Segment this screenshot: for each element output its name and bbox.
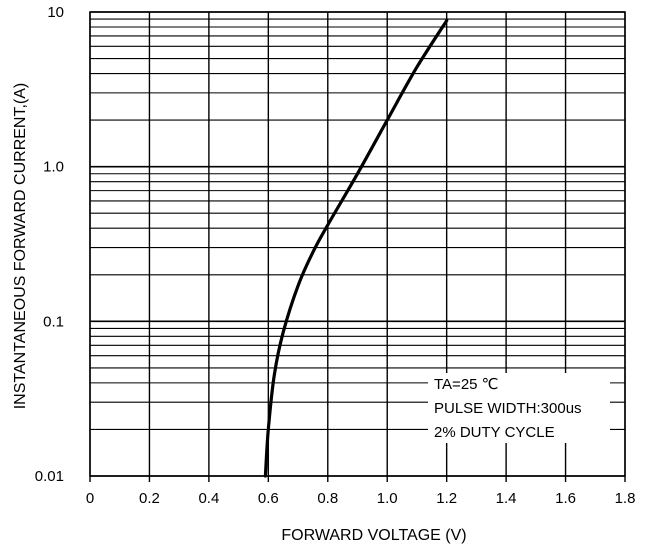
- x-tick-label: 1.8: [615, 490, 636, 507]
- x-axis-title: FORWARD VOLTAGE (V): [281, 527, 466, 544]
- annotation-background: [428, 373, 610, 443]
- x-tick-label: 1.4: [496, 490, 517, 507]
- y-tick-labels: 0.01 0.1 1.0 10: [35, 4, 64, 485]
- x-tick-label: 1.2: [436, 490, 457, 507]
- annotation-duty-cycle: 2% DUTY CYCLE: [434, 424, 555, 441]
- curves: [263, 19, 449, 478]
- annotation-pulse-width: PULSE WIDTH:300us: [434, 400, 582, 417]
- y-tick-label: 10: [47, 4, 64, 21]
- x-tick-labels: 0 0.2 0.4 0.6 0.8 1.0 1.2 1.4 1.6 1.8: [86, 490, 636, 507]
- annotation-temperature: TA=25 ℃: [434, 376, 499, 393]
- y-tick-label: 0.1: [43, 313, 64, 330]
- x-tick-label: 0.2: [139, 490, 160, 507]
- y-axis-title: INSTANTANEOUS FORWARD CURRENT,(A): [12, 83, 29, 410]
- y-tick-label: 0.01: [35, 468, 64, 485]
- y-tick-label: 1.0: [43, 159, 64, 176]
- x-tick-label: 0.6: [258, 490, 279, 507]
- plot-frame: [89, 11, 626, 477]
- x-tick-label: 0.4: [198, 490, 219, 507]
- x-tick-label: 0.8: [317, 490, 338, 507]
- x-tick-label: 0: [86, 490, 94, 507]
- x-tick-label: 1.0: [377, 490, 398, 507]
- forward-current-curve: [263, 19, 449, 478]
- x-tick-label: 1.6: [555, 490, 576, 507]
